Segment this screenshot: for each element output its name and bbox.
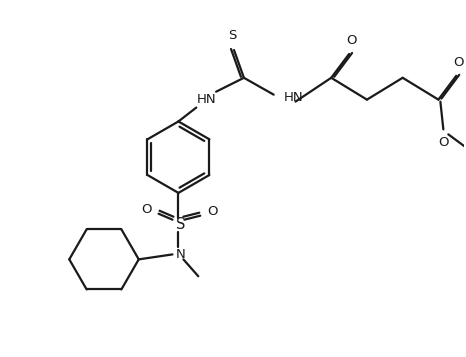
Text: S: S xyxy=(176,217,185,232)
Text: O: O xyxy=(207,205,218,218)
Text: O: O xyxy=(346,34,356,47)
Text: O: O xyxy=(453,56,464,69)
Text: O: O xyxy=(141,203,151,216)
Text: N: N xyxy=(176,248,185,261)
Text: HN: HN xyxy=(196,93,216,106)
Text: O: O xyxy=(438,136,449,149)
Text: S: S xyxy=(228,29,236,42)
Text: HN: HN xyxy=(284,91,303,104)
